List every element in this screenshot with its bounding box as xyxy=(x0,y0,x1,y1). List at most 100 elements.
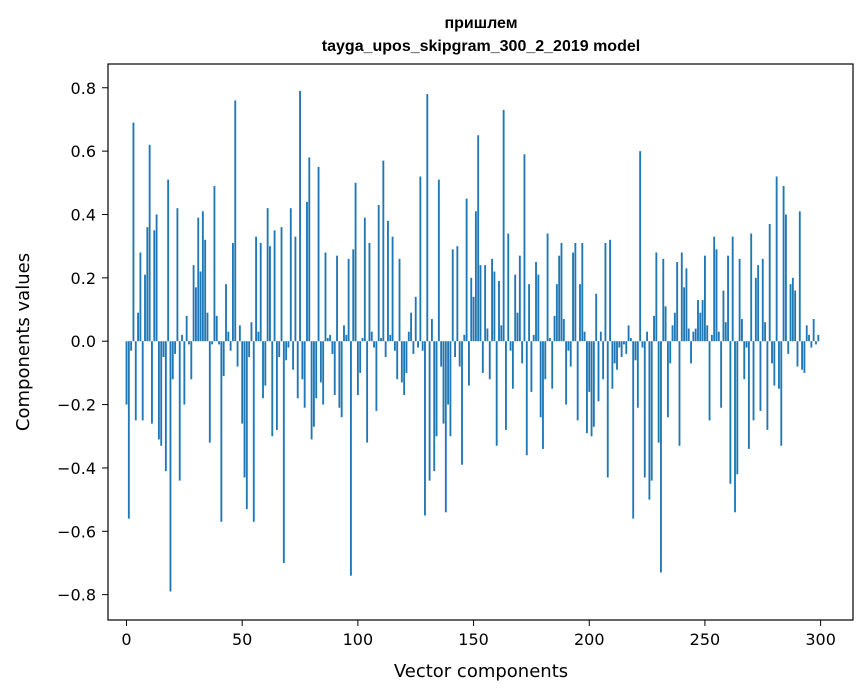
bar-270 xyxy=(750,233,753,342)
bar-9 xyxy=(146,227,149,342)
bar-263 xyxy=(734,341,736,513)
bar-73 xyxy=(294,236,297,342)
bar-268 xyxy=(745,341,748,348)
bar-289 xyxy=(794,290,797,342)
bar-287 xyxy=(789,284,792,342)
bar-94 xyxy=(343,325,345,342)
bar-13 xyxy=(155,214,158,342)
bar-48 xyxy=(236,341,239,367)
bar-204 xyxy=(597,341,600,402)
bar-137 xyxy=(442,341,445,424)
bar-170 xyxy=(518,255,521,342)
bar-241 xyxy=(683,287,686,342)
bar-39 xyxy=(215,315,218,342)
bar-276 xyxy=(764,322,767,342)
bar-282 xyxy=(778,341,780,389)
bar-221 xyxy=(636,341,639,408)
bar-238 xyxy=(676,262,679,342)
bar-100 xyxy=(356,341,359,396)
bar-44 xyxy=(227,331,230,342)
bar-90 xyxy=(333,341,336,396)
bar-55 xyxy=(252,341,255,522)
bar-239 xyxy=(678,341,681,446)
bar-32 xyxy=(199,271,202,342)
bar-194 xyxy=(574,243,577,342)
bar-148 xyxy=(468,341,470,386)
bar-185 xyxy=(553,315,556,342)
bar-206 xyxy=(602,341,605,380)
bar-118 xyxy=(398,258,401,342)
bar-251 xyxy=(706,325,709,342)
bar-0 xyxy=(125,341,128,405)
bar-173 xyxy=(525,341,528,456)
bar-193 xyxy=(572,252,574,342)
bar-219 xyxy=(632,341,635,519)
bar-93 xyxy=(340,341,343,418)
bar-262 xyxy=(731,236,734,342)
bar-235 xyxy=(669,341,672,364)
bar-188 xyxy=(560,243,563,342)
bar-136 xyxy=(440,341,443,367)
bar-45 xyxy=(229,341,232,351)
bar-65 xyxy=(275,341,278,430)
x-axis-label: Vector components xyxy=(394,661,568,682)
bar-116 xyxy=(393,341,396,351)
bar-167 xyxy=(511,341,514,389)
bar-157 xyxy=(488,341,491,380)
bar-110 xyxy=(380,338,382,342)
bar-75 xyxy=(299,90,301,342)
bar-245 xyxy=(692,331,695,342)
bar-127 xyxy=(419,176,422,342)
bar-292 xyxy=(801,341,804,370)
bar-10 xyxy=(148,144,151,342)
x-tick-label: 0 xyxy=(121,630,131,649)
bar-197 xyxy=(581,243,584,342)
bar-34 xyxy=(204,239,207,342)
bar-92 xyxy=(338,341,341,408)
bar-179 xyxy=(539,341,542,418)
bar-250 xyxy=(704,255,706,342)
bar-78 xyxy=(306,201,308,342)
bar-224 xyxy=(643,341,646,478)
bar-7 xyxy=(141,341,144,421)
bar-126 xyxy=(417,341,419,348)
bar-200 xyxy=(588,341,591,392)
bar-223 xyxy=(641,341,644,348)
bar-112 xyxy=(384,341,387,358)
bar-49 xyxy=(238,325,241,342)
bar-88 xyxy=(329,334,332,342)
bar-166 xyxy=(509,341,512,351)
bar-17 xyxy=(164,341,167,472)
bar-76 xyxy=(301,341,304,380)
bar-125 xyxy=(414,296,417,342)
bar-83 xyxy=(317,166,320,342)
bar-196 xyxy=(579,284,581,342)
bar-111 xyxy=(382,160,385,342)
bar-210 xyxy=(611,341,614,389)
bar-89 xyxy=(331,341,334,354)
bar-4 xyxy=(134,341,137,421)
bar-15 xyxy=(160,341,163,446)
bar-67 xyxy=(280,227,283,342)
bar-162 xyxy=(500,325,503,342)
y-tick-label: 0.8 xyxy=(71,79,96,98)
bar-158 xyxy=(491,258,493,342)
bar-205 xyxy=(599,331,602,342)
x-tick-label: 200 xyxy=(574,630,605,649)
bar-248 xyxy=(699,312,702,342)
bar-236 xyxy=(671,325,674,342)
bar-169 xyxy=(516,312,519,342)
bar-233 xyxy=(664,306,667,342)
bar-132 xyxy=(430,319,433,342)
bar-226 xyxy=(648,341,651,500)
bar-50 xyxy=(241,341,244,424)
bar-182 xyxy=(546,233,549,342)
bar-186 xyxy=(555,284,558,342)
bar-70 xyxy=(287,341,290,348)
bar-165 xyxy=(507,233,510,342)
bar-278 xyxy=(768,223,771,342)
bar-91 xyxy=(336,255,338,342)
bar-104 xyxy=(366,341,369,443)
bar-42 xyxy=(222,341,225,377)
